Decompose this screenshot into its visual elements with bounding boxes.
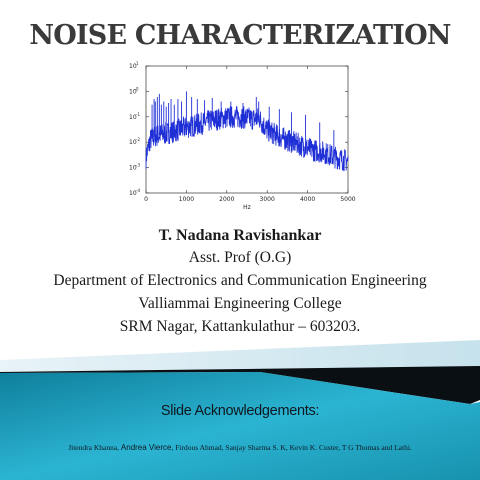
ack-names-part1: Jitendra Khanna, — [68, 443, 121, 452]
y-tick-label: 10 — [129, 88, 137, 95]
author-position: Asst. Prof (O.G) — [188, 249, 292, 266]
chart-svg: 10 110 010 -110 -210 -310 -40 1000 2000 3000 4000 5… — [129, 61, 356, 211]
x-tick-label: 2000 — [219, 196, 234, 203]
y-tick-label: 10 — [129, 139, 137, 146]
acknowledgements-names: Jitendra Khanna, Andrea Vierce, Firdous … — [0, 443, 480, 452]
author-name: T. Nadana Ravishankar — [158, 227, 322, 244]
y-tick-label: 10 — [129, 165, 137, 172]
author-college: Valliammai Engineering College — [138, 295, 342, 312]
y-tick-label: 10 — [129, 63, 137, 70]
y-tick-label-exp: -3 — [136, 163, 140, 168]
y-tick-label-exp: 1 — [136, 61, 139, 66]
x-axis-label: Hz — [243, 204, 251, 211]
acknowledgements-heading: Slide Acknowledgements: — [160, 403, 320, 419]
x-tick-label: 5000 — [340, 196, 355, 203]
y-tick-label: 10 — [129, 114, 137, 121]
author-address: SRM Nagar, Kattankulathur – 603203. — [119, 318, 361, 335]
y-tick-label-exp: -2 — [136, 137, 140, 142]
x-tick-label: 1000 — [179, 196, 194, 203]
y-tick-label-exp: 0 — [136, 86, 139, 91]
x-tick-label: 3000 — [260, 196, 275, 203]
noise-trace — [145, 106, 349, 172]
x-tick-label: 0 — [144, 196, 148, 203]
x-tick-label: 4000 — [300, 196, 315, 203]
y-tick-label-exp: -4 — [136, 188, 140, 193]
footer-teal-panel — [0, 372, 480, 480]
noise-spectrum-chart: 10 1 10 0 10 -1 10 -2 10 -3 10 -4 0 1000 2000 3000 4000 5… — [118, 58, 362, 216]
ack-names-part3: , Firdous Ahmad, Sanjay Sharma S. K, Kev… — [171, 443, 412, 452]
author-department: Department of Electronics and Communicat… — [53, 272, 427, 289]
ack-names-part2: Andrea Vierce — [120, 443, 172, 452]
footer-dark-band — [0, 366, 480, 404]
slide-title: NOISE CHARACTERIZATION — [29, 20, 451, 51]
y-tick-label-exp: -1 — [136, 112, 140, 117]
footer-light-stripe — [0, 340, 480, 375]
y-tick-label: 10 — [129, 190, 137, 197]
